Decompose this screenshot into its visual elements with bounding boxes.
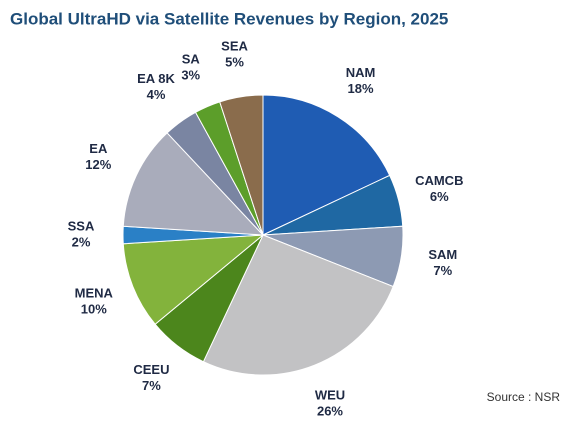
slice-value-label: 5% [225,55,244,70]
slice-label: WEU [315,388,345,403]
slice-value-label: 2% [72,234,91,249]
pie-slice [122,132,265,236]
slice-value-label: 6% [430,189,449,204]
pie-slice [122,234,265,325]
slice-value-label: 4% [147,87,166,102]
pie-slice [219,94,264,236]
slice-label: NAM [346,65,376,80]
pie-slice [202,234,394,376]
slice-value-label: 12% [85,157,111,172]
slice-label: CEEU [133,362,169,377]
slice-label: SA [182,51,201,66]
slice-label: MENA [75,285,114,300]
slice-label: EA [89,141,108,156]
source-note: Source : NSR [487,390,561,404]
slice-value-label: 3% [181,67,200,82]
slice-label: SAM [428,247,457,262]
chart-title: Global UltraHD via Satellite Revenues by… [10,9,448,28]
slice-value-label: 7% [433,263,452,278]
slice-label: CAMCB [415,173,463,188]
slice-label: SEA [221,39,248,54]
slice-label: SSA [68,218,95,233]
slice-value-label: 7% [142,378,161,393]
slice-value-label: 10% [81,301,107,316]
slice-value-label: 26% [317,404,343,419]
slice-value-label: 18% [348,81,374,96]
pie-slice [262,94,391,236]
slice-label: EA 8K [137,71,175,86]
